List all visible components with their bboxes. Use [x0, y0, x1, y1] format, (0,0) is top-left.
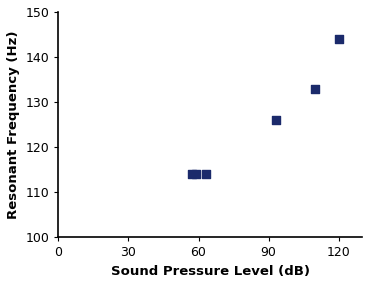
Point: [336, 37, 342, 41]
Point: [193, 172, 199, 177]
X-axis label: Sound Pressure Level (dB): Sound Pressure Level (dB): [111, 265, 310, 278]
Point: [189, 172, 194, 177]
Point: [273, 118, 279, 123]
Point: [203, 172, 208, 177]
Y-axis label: Resonant Frequency (Hz): Resonant Frequency (Hz): [7, 30, 20, 219]
Point: [313, 86, 318, 91]
